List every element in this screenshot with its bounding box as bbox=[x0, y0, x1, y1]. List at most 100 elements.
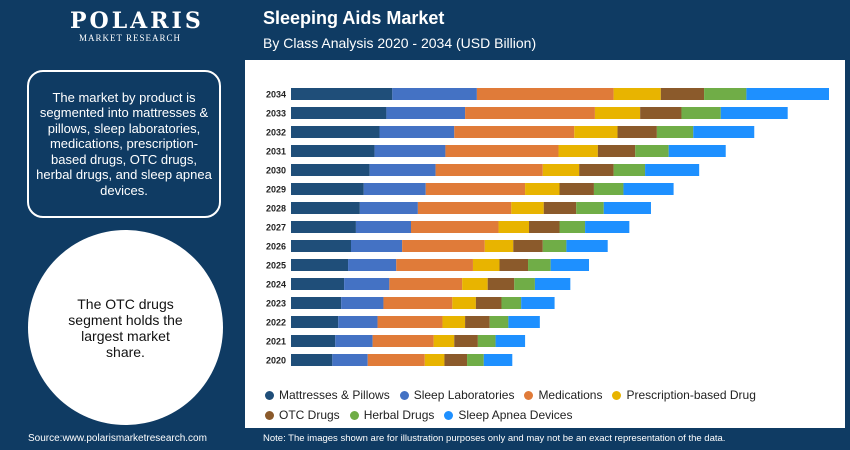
category-label: 2026 bbox=[266, 242, 286, 252]
bar-segment bbox=[579, 164, 614, 176]
category-label: 2032 bbox=[266, 128, 286, 138]
bar-segment bbox=[291, 126, 380, 138]
bar-segment bbox=[424, 354, 445, 366]
bar-segment bbox=[550, 259, 590, 271]
chart-legend: Mattresses & Pillows Sleep Laboratories Me… bbox=[265, 388, 840, 428]
bar-segment bbox=[410, 221, 499, 233]
bar-segment bbox=[720, 107, 788, 119]
bar-segment bbox=[392, 88, 477, 100]
legend-swatch bbox=[524, 390, 534, 400]
bar-segment bbox=[442, 316, 466, 328]
bar-segment bbox=[369, 164, 436, 176]
bar-segment bbox=[433, 335, 455, 347]
category-label: 2021 bbox=[266, 337, 286, 347]
bar-segment bbox=[534, 278, 571, 290]
segment-info-box: The market by product is segmented into … bbox=[27, 70, 221, 218]
bar-segment bbox=[467, 354, 484, 366]
category-label: 2029 bbox=[266, 185, 286, 195]
bar-segment bbox=[465, 107, 595, 119]
bar-segment bbox=[379, 126, 455, 138]
bar-segment bbox=[291, 335, 336, 347]
legend-label: Sleep Apnea Devices bbox=[458, 408, 573, 422]
bar-segment bbox=[363, 183, 426, 195]
legend-item: Sleep Apnea Devices bbox=[444, 408, 572, 422]
bar-segment bbox=[341, 297, 384, 309]
bar-segment bbox=[476, 88, 614, 100]
stacked-bar-chart: 2034 2033 2032 2031 2030 2029 2028 2027 2026 2025… bbox=[266, 88, 829, 366]
bar-segment bbox=[640, 107, 682, 119]
bar-segment bbox=[656, 126, 694, 138]
bar-segment bbox=[495, 335, 526, 347]
bar-segment bbox=[389, 278, 463, 290]
legend-swatch bbox=[349, 410, 359, 420]
category-label: 2024 bbox=[266, 280, 286, 290]
bar-segment bbox=[542, 240, 567, 252]
bar-segment bbox=[454, 126, 575, 138]
legend-item: Sleep Laboratories bbox=[399, 388, 514, 402]
brand-tagline: MARKET RESEARCH bbox=[78, 33, 182, 43]
bar-segment bbox=[693, 126, 755, 138]
bar-segment bbox=[372, 335, 434, 347]
polaris-logo: POLARIS MARKET RESEARCH bbox=[70, 8, 204, 43]
bar-segment bbox=[498, 221, 530, 233]
bar-segment bbox=[528, 259, 551, 271]
bar-segment bbox=[444, 354, 468, 366]
bar-segment bbox=[501, 297, 522, 309]
legend-label: OTC Drugs bbox=[279, 408, 340, 422]
bar-segment bbox=[359, 202, 418, 214]
chart-area: 2034 2033 2032 2031 2030 2029 2028 2027 2026 2025… bbox=[245, 60, 845, 428]
legend-label: Mattresses & Pillows bbox=[279, 388, 390, 402]
bar-segment bbox=[521, 297, 555, 309]
bar-segment bbox=[585, 221, 630, 233]
bar-segment bbox=[576, 202, 604, 214]
bar-segment bbox=[291, 88, 393, 100]
bar-segment bbox=[543, 202, 577, 214]
left-panel: POLARIS MARKET RESEARCH The market by pr… bbox=[0, 0, 243, 450]
disclaimer-note: Note: The images shown are for illustrat… bbox=[263, 433, 726, 444]
category-label: 2030 bbox=[266, 166, 286, 176]
bar-segment bbox=[465, 316, 490, 328]
bar-segment bbox=[574, 126, 618, 138]
bar-segment bbox=[487, 278, 515, 290]
category-label: 2027 bbox=[266, 223, 286, 233]
legend-item: Prescription-based Drug bbox=[612, 388, 756, 402]
legend-item: Mattresses & Pillows bbox=[265, 388, 390, 402]
brand-name: POLARIS bbox=[70, 8, 204, 34]
bar-segment bbox=[704, 88, 747, 100]
bar-segment bbox=[344, 278, 390, 290]
bar-segment bbox=[291, 107, 387, 119]
bar-segment bbox=[746, 88, 829, 100]
bar-segment bbox=[499, 259, 529, 271]
bar-segment bbox=[383, 297, 453, 309]
bar-segment bbox=[291, 297, 342, 309]
segment-info-text: The market by product is segmented into … bbox=[36, 89, 212, 198]
bar-segment bbox=[477, 335, 496, 347]
bar-segment bbox=[525, 183, 560, 195]
bar-segment bbox=[613, 88, 661, 100]
category-label: 2033 bbox=[266, 109, 286, 119]
bar-segment bbox=[484, 240, 514, 252]
bar-segment bbox=[348, 259, 397, 271]
bar-segment bbox=[291, 354, 333, 366]
bar-segment bbox=[402, 240, 485, 252]
legend-label: Medications bbox=[538, 388, 603, 402]
bar-segment bbox=[635, 145, 669, 157]
bar-segment bbox=[462, 278, 488, 290]
bar-segment bbox=[338, 316, 378, 328]
chart-subtitle: By Class Analysis 2020 - 2034 (USD Billi… bbox=[263, 35, 537, 51]
category-label: 2023 bbox=[266, 299, 286, 309]
legend-item: Medications bbox=[524, 388, 602, 402]
bar-segment bbox=[445, 145, 559, 157]
bar-segment bbox=[613, 164, 646, 176]
bar-segment bbox=[291, 259, 349, 271]
bar-segment bbox=[597, 145, 636, 157]
bar-segment bbox=[377, 316, 443, 328]
category-label: 2034 bbox=[266, 90, 286, 100]
bar-segment bbox=[542, 164, 580, 176]
bar-segment bbox=[367, 354, 425, 366]
bar-segment bbox=[508, 316, 540, 328]
bar-segment bbox=[668, 145, 726, 157]
bar-segment bbox=[593, 183, 624, 195]
bar-segment bbox=[425, 183, 526, 195]
bar-segment bbox=[355, 221, 411, 233]
